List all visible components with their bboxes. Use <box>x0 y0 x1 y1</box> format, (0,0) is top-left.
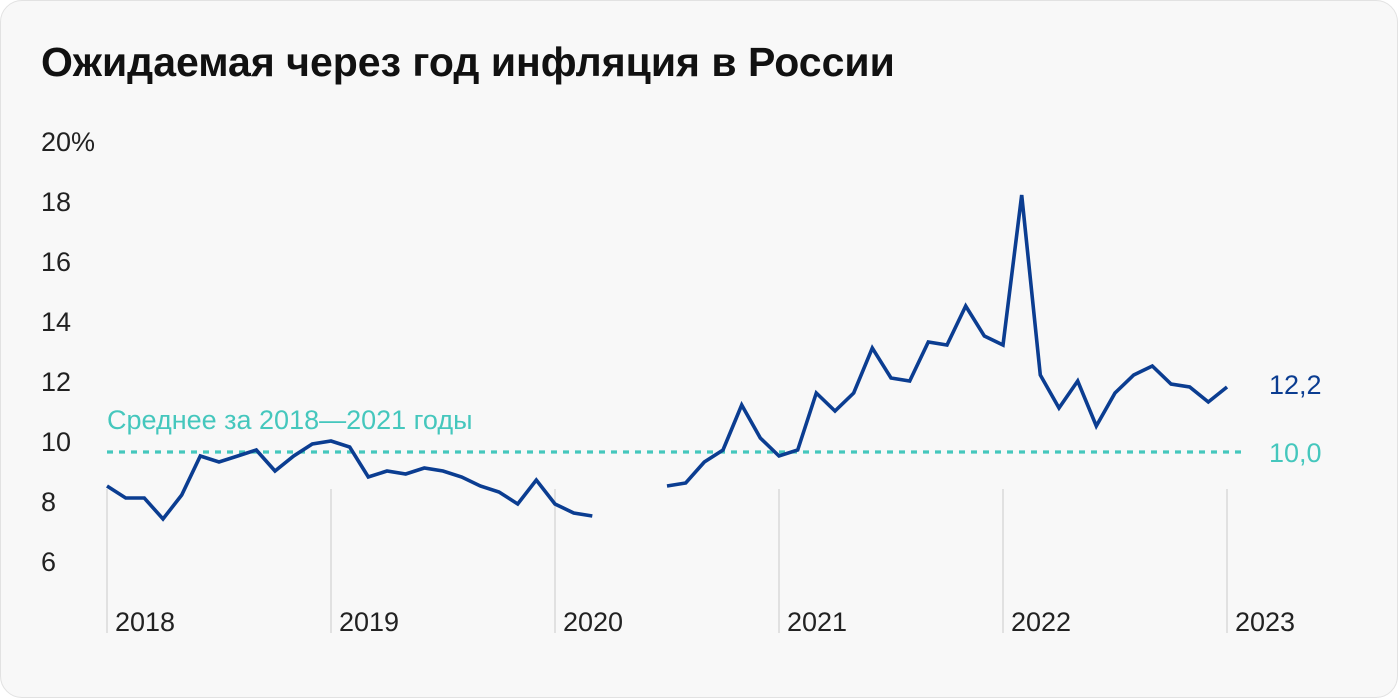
y-tick-label-10: 10 <box>41 427 71 457</box>
x-tick-label-2021: 2021 <box>787 607 847 637</box>
y-tick-label-14: 14 <box>41 307 71 337</box>
reference-line-label: Среднее за 2018—2021 годы <box>107 405 473 435</box>
y-tick-label-16: 16 <box>41 247 71 277</box>
reference-value-label: 10,0 <box>1269 438 1322 468</box>
x-tick-label-2023: 2023 <box>1235 607 1295 637</box>
series-lines <box>106 194 1229 522</box>
x-grid-lines <box>106 489 1228 633</box>
series-end-label: 12,2 <box>1269 370 1322 400</box>
y-tick-label-18: 18 <box>41 187 71 217</box>
series-line-segment-1 <box>106 439 593 522</box>
chart-title: Ожидаемая через год инфляция в России <box>41 39 895 85</box>
y-tick-label-8: 8 <box>41 487 56 517</box>
x-tick-label-2020: 2020 <box>563 607 623 637</box>
annotation-labels: 12,2 <box>1269 370 1322 400</box>
y-tick-labels: 20% 18 16 14 12 10 8 6 <box>41 127 95 577</box>
series-line-segment-2 <box>666 194 1229 488</box>
y-tick-label-20%: 20% <box>41 127 95 157</box>
x-tick-label-2018: 2018 <box>115 607 175 637</box>
x-tick-label-2022: 2022 <box>1011 607 1071 637</box>
y-tick-label-12: 12 <box>41 367 71 397</box>
reference-line-group: Среднее за 2018—2021 годы 10,0 <box>107 405 1322 468</box>
y-tick-label-6: 6 <box>41 547 56 577</box>
x-tick-labels: 2018 2019 2020 2021 2022 2023 <box>115 607 1295 637</box>
x-tick-label-2019: 2019 <box>339 607 399 637</box>
